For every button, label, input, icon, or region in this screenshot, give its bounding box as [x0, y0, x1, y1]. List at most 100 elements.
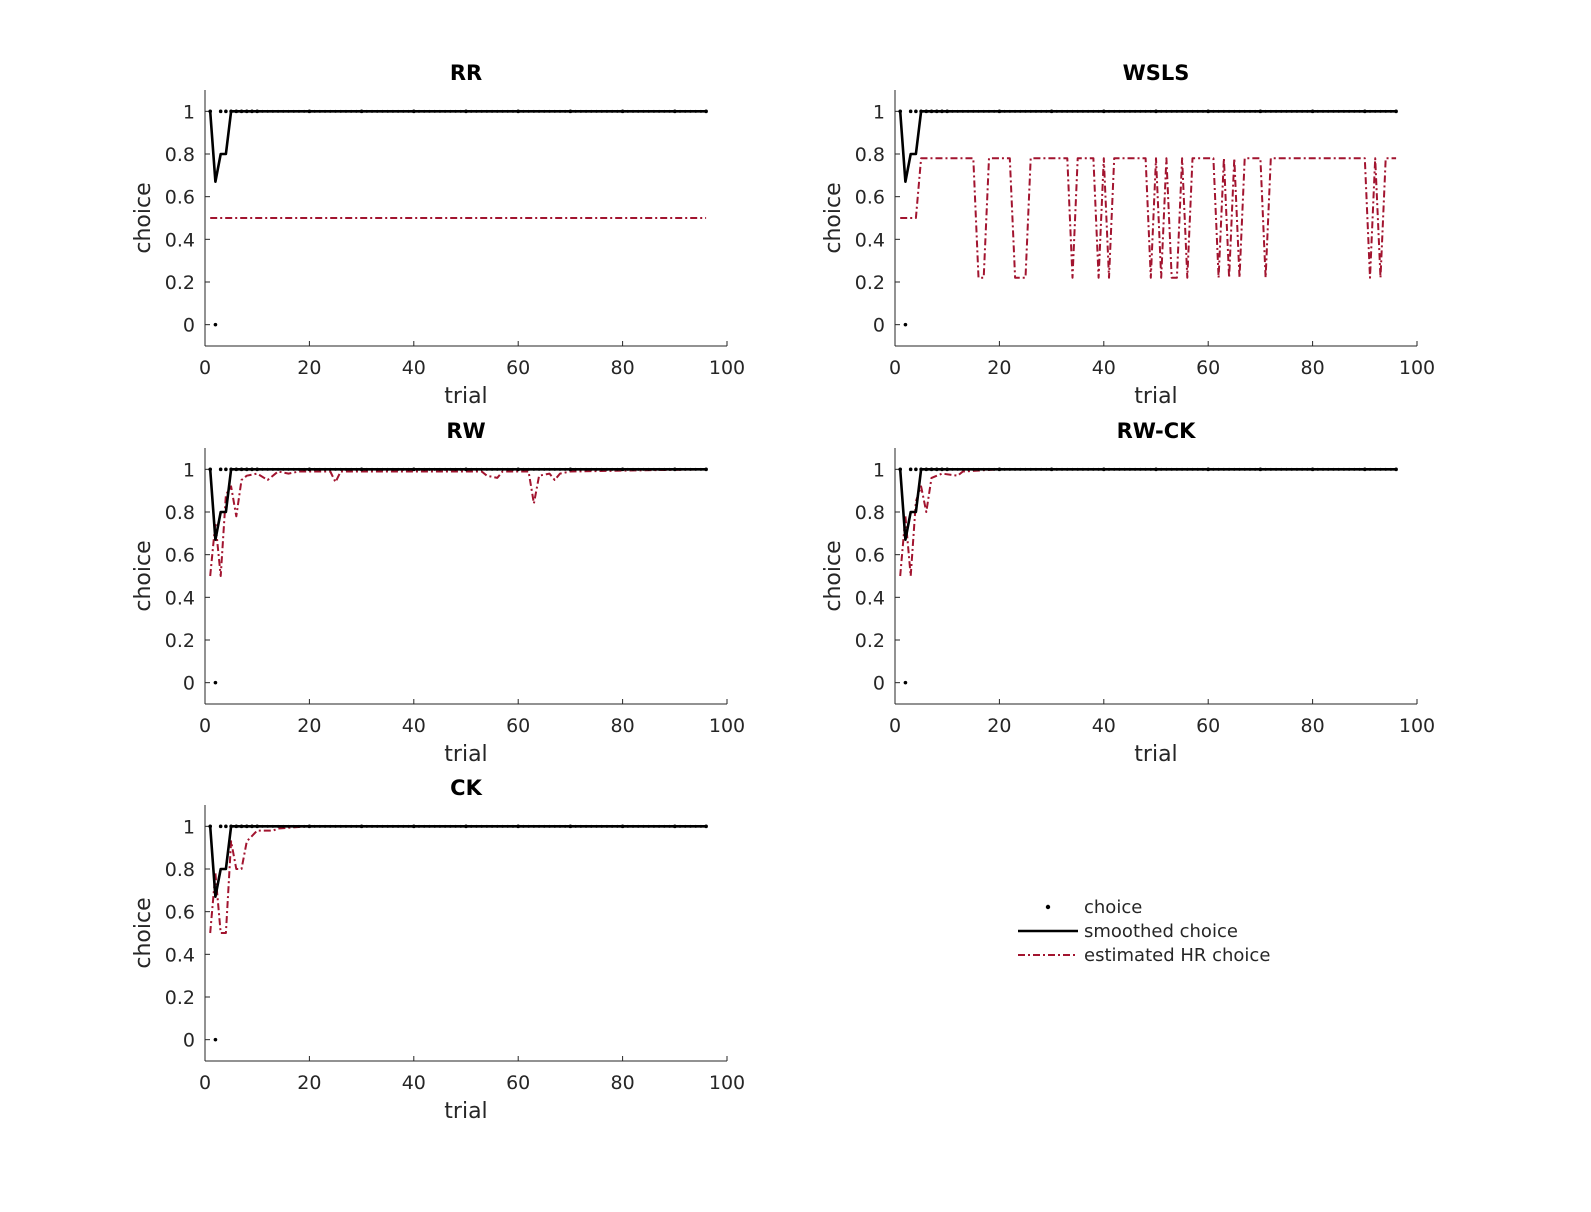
- choice-point: [234, 467, 238, 471]
- choice-point: [459, 824, 463, 828]
- choice-point: [438, 109, 442, 113]
- choice-point: [605, 824, 609, 828]
- choice-point: [1217, 467, 1221, 471]
- choice-point: [1044, 467, 1048, 471]
- choice-point: [443, 109, 447, 113]
- choice-point: [407, 109, 410, 113]
- choice-point: [1018, 109, 1022, 113]
- choice-point: [297, 467, 301, 471]
- choice-point: [522, 109, 525, 113]
- choice-point: [255, 109, 259, 113]
- choice-point: [218, 467, 223, 472]
- choice-point: [1102, 467, 1106, 471]
- choice-point: [1253, 109, 1257, 113]
- choice-point: [428, 824, 431, 828]
- choice-point: [1050, 109, 1053, 113]
- x-tick-label: 0: [199, 357, 211, 379]
- choice-point: [1034, 109, 1038, 113]
- choice-point: [1180, 467, 1184, 471]
- choice-point: [1264, 467, 1268, 471]
- choice-point: [334, 824, 337, 828]
- choice-point: [569, 824, 572, 828]
- choice-point: [287, 109, 290, 113]
- choice-point: [448, 467, 452, 471]
- choice-point: [1222, 467, 1226, 471]
- x-tick-label: 60: [1196, 357, 1220, 379]
- choice-point: [1050, 467, 1053, 471]
- choice-point: [1154, 467, 1158, 471]
- choice-point: [647, 109, 651, 113]
- choice-point: [558, 109, 562, 113]
- choice-point: [475, 109, 478, 113]
- y-tick-label: 0.6: [165, 187, 195, 209]
- choice-point: [694, 824, 698, 828]
- choice-point: [229, 824, 233, 828]
- choice-point: [1295, 109, 1299, 113]
- choice-point: [898, 467, 903, 472]
- choice-point: [1180, 109, 1184, 113]
- choice-point: [1107, 109, 1111, 113]
- choice-point: [1165, 109, 1168, 113]
- choice-point: [443, 467, 447, 471]
- choice-point: [1128, 467, 1132, 471]
- subplot-rr: 0 20 40 60 80 100 0 0.2 0.4 0.6 0.8 1 RR trial choice: [131, 61, 745, 409]
- choice-point: [924, 109, 928, 113]
- choice-point: [213, 322, 218, 327]
- choice-point: [218, 109, 223, 114]
- choice-point: [919, 467, 923, 471]
- choice-point: [360, 109, 363, 113]
- choice-point: [977, 109, 980, 113]
- choice-point: [1352, 467, 1356, 471]
- choice-point: [511, 467, 515, 471]
- choice-point: [673, 109, 677, 113]
- y-tick-label: 0.8: [855, 502, 885, 524]
- choice-point: [1055, 109, 1059, 113]
- x-tick-label: 40: [1092, 357, 1116, 379]
- choice-point: [375, 109, 379, 113]
- choice-point: [224, 824, 228, 829]
- choice-point: [297, 824, 301, 828]
- choice-point: [1347, 467, 1351, 471]
- choice-point: [375, 824, 379, 828]
- choice-point: [229, 109, 233, 113]
- choice-point: [271, 467, 275, 471]
- choice-point: [1264, 109, 1268, 113]
- choice-point: [945, 109, 949, 113]
- choice-point: [1248, 109, 1252, 113]
- choice-point: [527, 109, 531, 113]
- choice-point: [982, 109, 986, 113]
- x-axis-label: trial: [1134, 742, 1177, 767]
- choice-point: [281, 824, 285, 828]
- choice-point: [537, 824, 541, 828]
- choice-point: [1138, 467, 1142, 471]
- choice-point: [589, 467, 593, 471]
- subplot-rw: 0 20 40 60 80 100 0 0.2 0.4 0.6 0.8 1 RW trial choice: [131, 419, 745, 767]
- choice-point: [396, 467, 400, 471]
- choice-point: [548, 109, 551, 113]
- choice-point: [1170, 467, 1174, 471]
- choice-point: [318, 109, 322, 113]
- choice-point: [542, 467, 546, 471]
- choice-point: [1290, 467, 1294, 471]
- choice-point: [287, 467, 290, 471]
- choice-point: [323, 824, 327, 828]
- choice-point: [386, 109, 390, 113]
- choice-point: [412, 824, 416, 828]
- choice-point: [1081, 467, 1085, 471]
- choice-point: [339, 467, 343, 471]
- choice-point: [1086, 109, 1090, 113]
- choice-point: [574, 824, 578, 828]
- choice-point: [1259, 109, 1262, 113]
- choice-point: [1003, 109, 1007, 113]
- choice-point: [1029, 467, 1033, 471]
- choice-point: [323, 109, 327, 113]
- choice-point: [1321, 467, 1325, 471]
- choice-point: [313, 824, 317, 828]
- choice-point: [213, 680, 218, 685]
- choice-point: [1076, 467, 1080, 471]
- choice-point: [485, 824, 489, 828]
- choice-point: [480, 824, 484, 828]
- choice-point: [281, 109, 285, 113]
- choice-point: [940, 467, 944, 471]
- y-tick-label: 0: [873, 673, 885, 695]
